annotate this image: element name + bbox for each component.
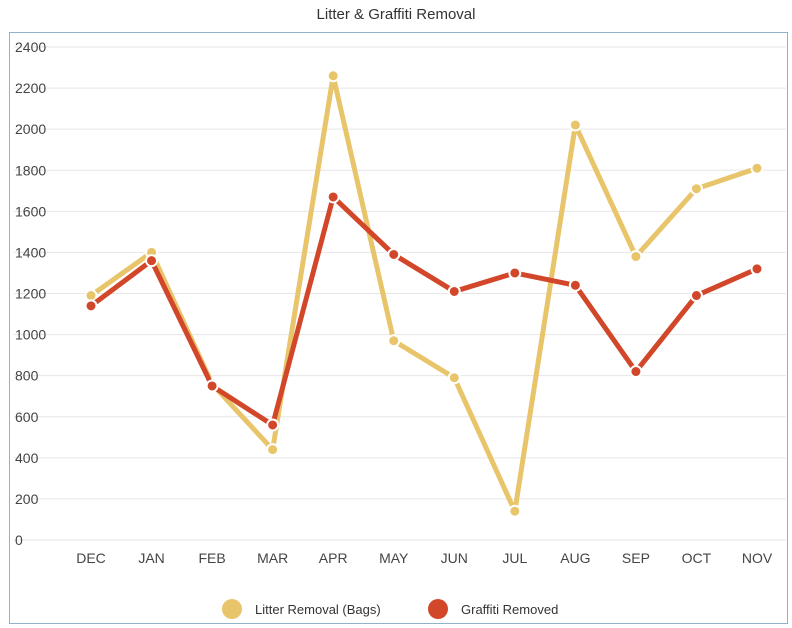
data-point <box>84 299 98 313</box>
data-point <box>387 334 401 348</box>
legend: Litter Removal (Bags) Graffiti Removed <box>222 599 558 619</box>
y-tick-label: 2000 <box>15 121 46 137</box>
legend-marker <box>428 599 448 619</box>
x-tick-label: FEB <box>198 550 225 566</box>
data-point <box>326 69 340 83</box>
y-tick-label: 0 <box>15 532 23 548</box>
data-point <box>326 190 340 204</box>
legend-label: Litter Removal (Bags) <box>255 602 381 617</box>
x-tick-label: JUL <box>502 550 527 566</box>
legend-marker <box>222 599 242 619</box>
x-tick-label: SEP <box>622 550 650 566</box>
y-axis-ticks: 0 200 400 600 800 1000 1200 1400 1600 1800 2000 220… <box>15 39 46 548</box>
gridlines <box>14 46 786 541</box>
data-point <box>266 418 280 432</box>
legend-label: Graffiti Removed <box>461 602 558 617</box>
y-tick-label: 1000 <box>15 327 46 343</box>
data-point <box>145 254 159 268</box>
y-tick-label: 2200 <box>15 80 46 96</box>
data-point <box>447 371 461 385</box>
series <box>84 190 764 432</box>
x-axis-ticks: DEC JAN FEB MAR APR MAY JUN JUL AUG SEP OCT NOV <box>76 550 773 566</box>
x-tick-label: OCT <box>682 550 712 566</box>
data-point <box>568 118 582 132</box>
x-tick-label: APR <box>319 550 348 566</box>
data-point <box>750 262 764 276</box>
y-tick-label: 600 <box>15 409 39 425</box>
data-point <box>387 247 401 261</box>
x-tick-label: JAN <box>138 550 164 566</box>
data-point <box>689 182 703 196</box>
y-tick-label: 800 <box>15 368 39 384</box>
series-line <box>88 194 760 428</box>
y-tick-label: 2400 <box>15 39 46 55</box>
data-point <box>568 278 582 292</box>
y-tick-label: 1600 <box>15 203 46 219</box>
x-tick-label: MAR <box>257 550 288 566</box>
x-tick-label: AUG <box>560 550 590 566</box>
data-point <box>205 379 219 393</box>
data-point <box>508 504 522 518</box>
data-point <box>689 289 703 303</box>
y-tick-label: 400 <box>15 450 39 466</box>
y-tick-label: 1800 <box>15 162 46 178</box>
series-lines <box>84 69 764 518</box>
y-tick-label: 200 <box>15 491 39 507</box>
data-point <box>629 250 643 264</box>
data-point <box>750 161 764 175</box>
y-tick-label: 1400 <box>15 244 46 260</box>
chart-title: Litter & Graffiti Removal <box>316 6 476 23</box>
x-tick-label: DEC <box>76 550 106 566</box>
chart-frame <box>9 32 788 624</box>
y-tick-label: 1200 <box>15 286 46 302</box>
data-point <box>447 284 461 298</box>
x-tick-label: NOV <box>742 550 773 566</box>
data-point <box>629 365 643 379</box>
data-point <box>508 266 522 280</box>
x-tick-label: MAY <box>379 550 409 566</box>
data-point <box>266 443 280 457</box>
x-tick-label: JUN <box>441 550 468 566</box>
